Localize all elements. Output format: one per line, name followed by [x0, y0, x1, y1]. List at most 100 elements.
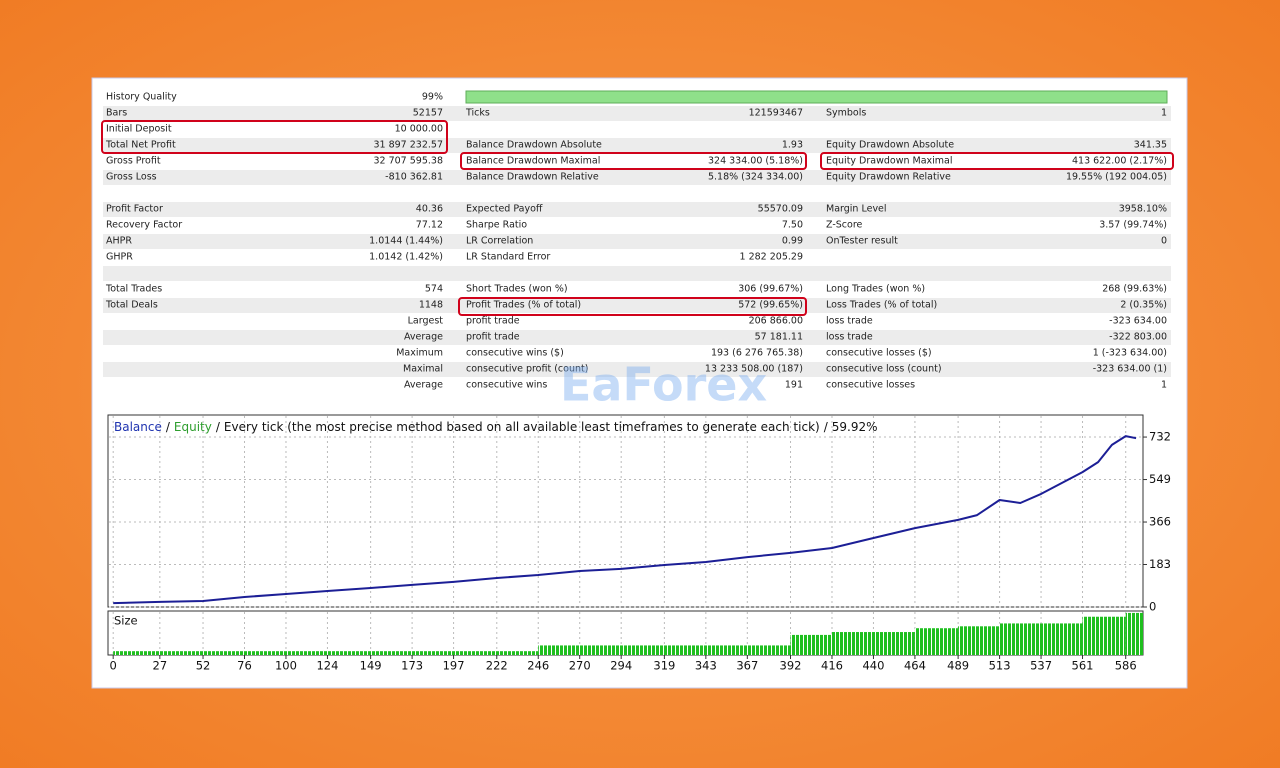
cell-label: consecutive loss (count): [826, 364, 942, 375]
cell-value: -810 362.81: [385, 172, 443, 183]
size-label: Size: [114, 614, 138, 628]
x-tick-label: 270: [569, 659, 591, 673]
cell-label: Gross Profit: [106, 156, 161, 167]
watermark: EaForex: [560, 358, 767, 412]
x-tick-label: 222: [486, 659, 508, 673]
size-bar: [538, 645, 791, 655]
cell-value: 2 (0.35%): [1120, 300, 1167, 311]
cell-value: 57 181.11: [755, 332, 803, 343]
row-shade: [103, 362, 1171, 377]
size-bar: [999, 623, 1083, 655]
cell-label: OnTester result: [826, 236, 898, 247]
cell-value: 10 000.00: [395, 124, 443, 135]
x-tick-label: 416: [821, 659, 843, 673]
x-tick-label: 100: [275, 659, 297, 673]
x-tick-label: 392: [780, 659, 802, 673]
cell-value: 341.35: [1134, 140, 1167, 151]
separator: /: [216, 420, 221, 434]
cell-label: Total Net Profit: [105, 140, 176, 151]
cell-value: 99%: [422, 92, 443, 103]
cell-label: LR Standard Error: [466, 252, 550, 263]
row-shade: [103, 298, 1171, 313]
cell-label: Short Trades (won %): [466, 284, 568, 295]
cell-label: Total Trades: [105, 284, 162, 295]
cell-value: Average: [404, 332, 443, 343]
cell-label: Z-Score: [826, 220, 863, 231]
cell-label: loss trade: [826, 332, 873, 343]
row-shade: [103, 266, 1171, 281]
cell-label: consecutive losses ($): [826, 348, 932, 359]
x-tick-label: 76: [237, 659, 252, 673]
cell-label: consecutive wins ($): [466, 348, 564, 359]
x-tick-label: 537: [1030, 659, 1052, 673]
cell-value: 77.12: [416, 220, 443, 231]
cell-value: Maximal: [403, 364, 443, 375]
y-tick-label: 0: [1149, 600, 1156, 614]
chart-header: Balance / Equity / Every tick (the most prec…: [114, 420, 878, 434]
legend-equity: Equity: [174, 420, 212, 434]
cell-value: 32 707 595.38: [373, 156, 443, 167]
highlight-box: [101, 120, 448, 154]
x-tick-label: 246: [527, 659, 549, 673]
highlight-box: [460, 152, 807, 170]
x-tick-label: 489: [947, 659, 969, 673]
cell-value: 574: [425, 284, 443, 295]
cell-value: 1.0144 (1.44%): [369, 236, 443, 247]
cell-label: Balance Drawdown Relative: [466, 172, 599, 183]
cell-value: 1.93: [782, 140, 803, 151]
cell-label: Long Trades (won %): [826, 284, 925, 295]
cell-value: 19.55% (192 004.05): [1066, 172, 1167, 183]
cell-value: 5.18% (324 334.00): [708, 172, 803, 183]
cell-label: Balance Drawdown Maximal: [466, 156, 600, 167]
legend-balance: Balance: [114, 420, 162, 434]
cell-label: Recovery Factor: [106, 220, 182, 231]
cell-value: 413 622.00 (2.17%): [1072, 156, 1167, 167]
cell-label: Margin Level: [826, 204, 887, 215]
x-tick-label: 586: [1115, 659, 1137, 673]
row-shade: [103, 106, 1171, 121]
cell-value: 191: [785, 380, 803, 391]
cell-label: Equity Drawdown Absolute: [826, 140, 954, 151]
y-tick-label: 732: [1149, 430, 1171, 444]
cell-label: Equity Drawdown Relative: [826, 172, 951, 183]
x-tick-label: 124: [316, 659, 338, 673]
cell-value: 3.57 (99.74%): [1099, 220, 1167, 231]
cell-label: History Quality: [106, 92, 177, 103]
separator: /: [166, 420, 171, 434]
highlight-box: [820, 152, 1174, 170]
cell-label: Balance Drawdown Absolute: [466, 140, 602, 151]
x-tick-label: 197: [443, 659, 465, 673]
quality-bar: [465, 90, 1168, 104]
cell-value: 31 897 232.57: [373, 140, 443, 151]
x-tick-label: 343: [695, 659, 717, 673]
cell-label: Equity Drawdown Maximal: [826, 156, 953, 167]
plot-frame: [107, 414, 1144, 608]
x-tick-label: 173: [401, 659, 423, 673]
cell-value: Largest: [408, 316, 444, 327]
cell-value: 572 (99.65%): [738, 300, 803, 311]
cell-value: 206 866.00: [749, 316, 803, 327]
cell-value: 1: [1161, 108, 1167, 119]
cell-label: consecutive wins: [466, 380, 547, 391]
cell-value: 40.36: [416, 204, 443, 215]
cell-label: GHPR: [106, 252, 133, 263]
cell-value: 1.0142 (1.42%): [369, 252, 443, 263]
cell-value: 324 334.00 (5.18%): [708, 156, 803, 167]
row-shade: [103, 234, 1171, 249]
x-tick-label: 440: [862, 659, 884, 673]
cell-value: 0.99: [782, 236, 803, 247]
cell-value: -322 803.00: [1109, 332, 1167, 343]
cell-label: Sharpe Ratio: [466, 220, 527, 231]
y-tick-label: 183: [1149, 557, 1171, 571]
cell-value: Average: [404, 380, 443, 391]
cell-value: 52157: [413, 108, 443, 119]
cell-value: Maximum: [396, 348, 443, 359]
cell-label: Gross Loss: [106, 172, 157, 183]
cell-label: profit trade: [466, 316, 520, 327]
cell-value: -323 634.00: [1109, 316, 1167, 327]
balance-line: [113, 435, 1137, 605]
cell-label: Total Deals: [105, 300, 158, 311]
chart-title: Every tick (the most precise method base…: [224, 420, 820, 434]
